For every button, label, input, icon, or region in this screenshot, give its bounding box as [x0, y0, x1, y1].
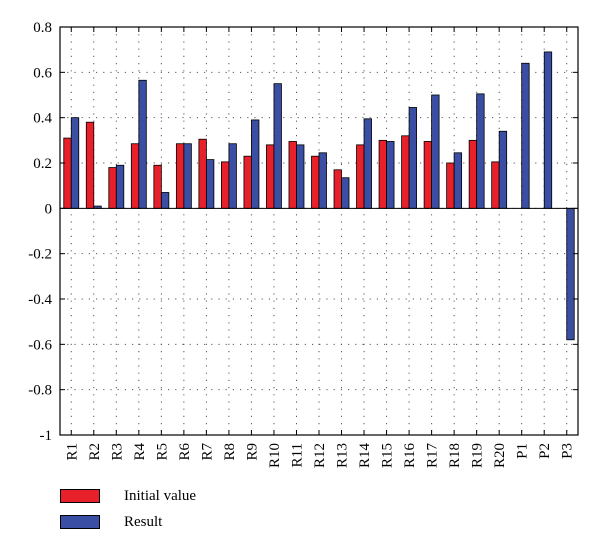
bar-initial-value-r7 [198, 138, 207, 209]
bar-initial-value-r12 [311, 155, 320, 209]
bar-result-r11 [296, 144, 305, 209]
bar-initial-value-r2 [85, 121, 95, 209]
legend-swatch-result [60, 515, 100, 529]
bar-result-p1 [521, 62, 530, 209]
x-tick-label: R16 [402, 443, 418, 469]
y-tick-label: -0.2 [28, 247, 52, 263]
x-tick-label: R13 [335, 443, 351, 468]
x-tick-label: R3 [109, 443, 125, 461]
bar-initial-value-r14 [356, 144, 365, 209]
bar-result-r17 [431, 94, 440, 209]
y-tick-label: 0.8 [33, 20, 52, 36]
bar-initial-value-r3 [108, 167, 117, 209]
y-tick-label: 0.4 [33, 111, 52, 127]
bar-result-r13 [341, 177, 350, 209]
legend-swatch-initial-value [60, 489, 100, 503]
bar-initial-value-r20 [491, 161, 500, 209]
y-axis-ticks: 0.8 0.6 0.4 0.2 0 -0.2 -0.4 -0.6 -0.8 -1 [28, 20, 578, 444]
y-tick-label: -0.4 [28, 292, 52, 308]
bar-result-r5 [160, 192, 170, 209]
x-tick-label: R8 [222, 443, 238, 461]
x-tick-label: R2 [87, 443, 103, 461]
bar-result-r8 [228, 143, 237, 209]
x-tick-label: R20 [492, 443, 508, 468]
grid-lines [60, 26, 578, 436]
bar-result-r7 [205, 159, 215, 209]
bar-result-p2 [543, 51, 553, 209]
bar-initial-value-r4 [130, 143, 140, 209]
x-tick-label: R18 [447, 443, 463, 468]
bar-initial-value-r17 [423, 141, 433, 209]
x-tick-label: R1 [64, 443, 80, 461]
bar-chart: 0.8 0.6 0.4 0.2 0 -0.2 -0.4 -0.6 -0.8 -1 R1 R2 R3 R4… [28, 20, 579, 469]
y-tick-label: 0.6 [33, 65, 52, 81]
x-tick-label: R4 [132, 443, 148, 461]
legend-label-result: Result [124, 513, 163, 530]
bar-result-r12 [318, 152, 327, 209]
x-tick-label: P3 [560, 443, 576, 459]
bar-initial-value-r11 [288, 141, 297, 209]
bar-initial-value-r9 [243, 155, 252, 209]
x-tick-label: R7 [199, 443, 215, 461]
x-tick-label: R14 [357, 443, 373, 469]
bar-initial-value-r10 [266, 144, 275, 209]
x-tick-label: R10 [267, 443, 283, 468]
legend-label-initial-value: Initial value [124, 487, 197, 504]
x-tick-label: R19 [470, 443, 486, 468]
bar-result-r1 [70, 117, 80, 209]
x-tick-label: R5 [154, 443, 170, 461]
legend-item-result: Result [60, 510, 196, 534]
x-tick-label: R9 [244, 443, 260, 461]
y-tick-label: 0 [45, 201, 53, 217]
x-tick-label: P1 [515, 443, 531, 459]
bar-initial-value-r8 [221, 161, 230, 209]
bar-result-r18 [453, 152, 463, 209]
bar-result-r4 [138, 79, 147, 209]
bar-initial-value-r13 [333, 169, 342, 209]
bar-result-p3 [566, 207, 575, 341]
x-tick-label: R12 [312, 443, 328, 468]
bar-result-r16 [408, 107, 417, 209]
bar-result-r10 [273, 83, 282, 209]
y-tick-label: -1 [40, 428, 53, 444]
x-tick-label: R15 [380, 443, 396, 468]
x-tick-label: R17 [425, 443, 441, 469]
legend-item-initial-value: Initial value [60, 484, 196, 508]
x-tick-label: P2 [537, 443, 553, 459]
y-tick-label: -0.6 [28, 337, 52, 353]
bar-result-r14 [363, 118, 372, 209]
bar-result-r20 [498, 130, 508, 209]
bar-result-r6 [183, 143, 192, 209]
y-tick-label: -0.8 [28, 383, 52, 399]
bar-result-r3 [115, 164, 125, 209]
bar-initial-value-r19 [468, 139, 478, 209]
bar-initial-value-r1 [63, 137, 72, 209]
x-tick-label: R11 [289, 443, 305, 467]
bar-result-r9 [251, 119, 260, 209]
y-tick-label: 0.2 [33, 156, 52, 172]
bar-result-r19 [476, 93, 485, 209]
bar-initial-value-r6 [175, 143, 185, 209]
bar-initial-value-r15 [378, 139, 387, 209]
bar-initial-value-r16 [401, 135, 410, 209]
bar-initial-value-r5 [153, 164, 162, 209]
bar-result-r15 [386, 141, 395, 209]
bar-initial-value-r18 [446, 162, 455, 209]
x-tick-label: R6 [177, 443, 193, 461]
bars [63, 51, 575, 341]
x-axis-ticks: R1 R2 R3 R4 R5 R6 R7 R8 R9 R10 R11 R12 R13 R14 R15 R16 R… [64, 27, 576, 469]
legend: Initial value Result [60, 484, 196, 536]
